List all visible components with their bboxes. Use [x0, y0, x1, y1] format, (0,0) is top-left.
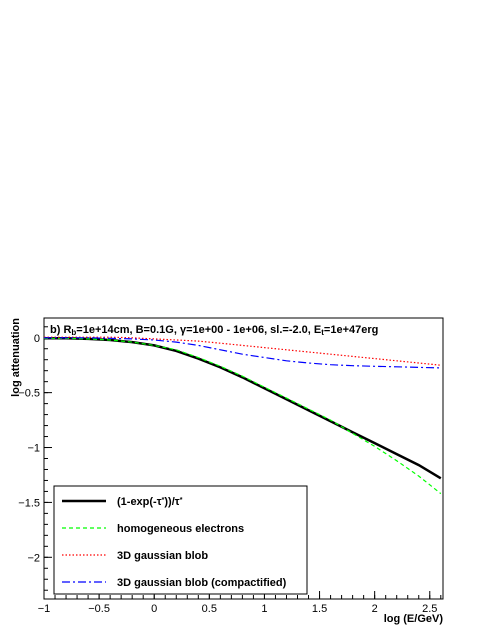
- text-part: ))/: [164, 496, 174, 508]
- text-part: t: [321, 328, 324, 337]
- x-axis-label: log (E/GeV): [384, 613, 444, 625]
- text-part: *: [162, 497, 165, 504]
- axis-ticks: −1 −0.5 0 0.5 1 1.5 2 2.5 0 −0.5 −1 −1.5 −2: [18, 326, 442, 615]
- x-tick-label: 2.5: [422, 603, 437, 615]
- y-tick-label: −1.5: [18, 497, 40, 509]
- series-line-tau: [44, 337, 442, 480]
- text-part: =1e+47erg: [324, 324, 378, 336]
- text-part: b: [71, 328, 76, 337]
- x-tick-label: 0: [151, 603, 157, 615]
- y-tick-label: 0: [34, 333, 40, 345]
- x-tick-label: 2: [372, 603, 378, 615]
- x-tick-label: 1.5: [312, 603, 327, 615]
- legend-label-gauss_c: 3D gaussian blob (compactified): [117, 577, 287, 589]
- text-part: (1-exp(-: [117, 496, 157, 508]
- text-part: b) R: [50, 324, 71, 336]
- legend-box: [53, 485, 308, 595]
- text-part: γ: [180, 324, 187, 336]
- text-part: *: [180, 497, 183, 504]
- series-line-homog: [44, 337, 442, 495]
- text-part: τ: [175, 496, 180, 508]
- series-line-gauss: [44, 336, 441, 366]
- chart-annotation: b) Rb=1e+14cm, B=0.1G, γ=1e+00 - 1e+06, …: [50, 324, 378, 337]
- series-line-gauss_c: [44, 337, 441, 369]
- y-axis-label: log attenuation: [10, 318, 22, 397]
- text-part: 3D gaussian blob (compactified): [117, 577, 287, 589]
- legend-label-homog: homogeneous electrons: [117, 523, 244, 535]
- x-tick-label: −0.5: [88, 603, 110, 615]
- series-group: [44, 336, 442, 495]
- x-tick-label: 0.5: [202, 603, 217, 615]
- legend-label-gauss: 3D gaussian blob: [117, 550, 208, 562]
- text-part: =1e+14cm, B=0.1G,: [76, 324, 180, 336]
- text-part: =1e+00 - 1e+06, sl.=-2.0, E: [186, 324, 321, 336]
- x-tick-label: 1: [261, 603, 267, 615]
- legend-label-tau: (1-exp(-τ*))/τ*: [117, 496, 183, 508]
- text-part: homogeneous electrons: [117, 523, 244, 535]
- x-tick-label: −1: [38, 603, 51, 615]
- y-tick-label: −0.5: [18, 388, 40, 400]
- text-part: 3D gaussian blob: [117, 550, 208, 562]
- y-tick-label: −2: [27, 552, 40, 564]
- y-tick-label: −1: [27, 443, 40, 455]
- text-part: τ: [157, 496, 162, 508]
